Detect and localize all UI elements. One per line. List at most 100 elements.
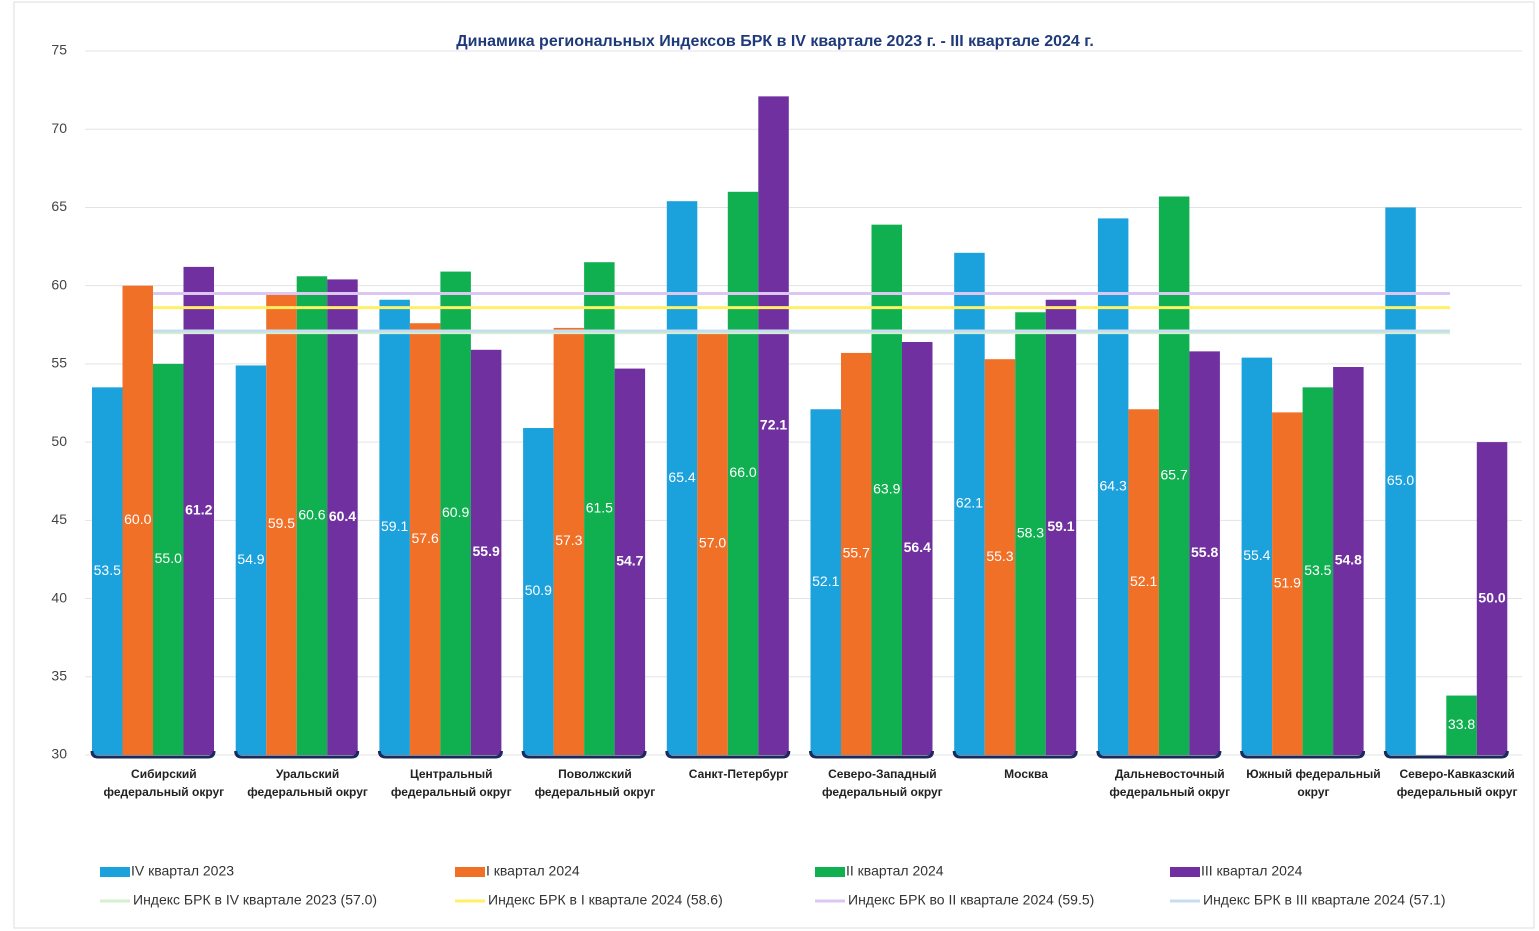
bar: [841, 352, 872, 755]
bar: [871, 224, 902, 756]
y-tick-label: 55: [51, 355, 67, 371]
legend-swatch: [1170, 867, 1200, 877]
legend-swatch: [815, 867, 845, 877]
data-label: 53.5: [94, 562, 121, 578]
bar: [758, 96, 789, 755]
bar: [1302, 387, 1334, 755]
data-label: 55.8: [1191, 544, 1218, 560]
x-tick-label: Сибирский федеральный округ: [103, 767, 225, 799]
data-label: 50.0: [1478, 589, 1505, 605]
bar: [1128, 409, 1159, 755]
legend-swatch: [100, 867, 130, 877]
bar: [235, 365, 267, 755]
group-bracket: [1240, 750, 1366, 759]
data-label: 64.3: [1100, 477, 1127, 493]
data-label: 60.9: [442, 504, 469, 520]
data-label: 60.6: [298, 506, 325, 522]
data-label: 53.5: [1304, 562, 1331, 578]
bar: [1385, 207, 1416, 755]
data-label: 33.8: [1448, 716, 1475, 732]
x-tick-label: Северо-Западный федеральный округ: [821, 767, 943, 799]
bar: [1446, 695, 1477, 755]
data-label: 65.7: [1161, 466, 1188, 482]
bar: [902, 341, 933, 755]
group-bracket: [1096, 750, 1222, 759]
legend-label: IV квартал 2023: [131, 863, 234, 879]
bar: [266, 293, 297, 755]
data-label: 61.5: [586, 499, 613, 515]
data-label: 59.5: [268, 515, 295, 531]
bar: [1476, 442, 1508, 755]
legend-label: I квартал 2024: [486, 863, 580, 879]
legend-label: III квартал 2024: [1201, 863, 1303, 879]
group-bracket: [234, 750, 360, 759]
x-tick-label: Дальневосточный федеральный округ: [1109, 767, 1231, 799]
y-tick-label: 30: [51, 746, 67, 762]
data-label: 59.1: [1047, 518, 1074, 534]
bar: [984, 359, 1016, 755]
x-tick-label: Санкт-Петербург: [688, 767, 789, 781]
data-label: 65.4: [668, 469, 695, 485]
chart-title: Динамика региональных Индексов БРК в IV …: [456, 33, 1094, 50]
data-label: 57.3: [555, 532, 582, 548]
data-label: 58.3: [1017, 524, 1044, 540]
y-tick-label: 75: [51, 42, 67, 58]
x-tick-label: Южный федеральный округ: [1246, 767, 1381, 799]
data-label: 50.9: [525, 582, 552, 598]
data-label: 57.6: [412, 530, 439, 546]
y-tick-label: 45: [51, 511, 67, 527]
bar: [727, 191, 759, 756]
bar: [697, 332, 728, 755]
data-label: 57.0: [699, 535, 726, 551]
bar: [1272, 412, 1303, 755]
data-label: 52.1: [1130, 573, 1157, 589]
x-tick-label: Северо-Кавказский федеральный округ: [1396, 767, 1518, 799]
legend-label: Индекс БРК в IV квартале 2023 (57.0): [133, 892, 377, 908]
x-tick-label: Центральный федеральный округ: [390, 767, 512, 799]
data-label: 51.9: [1274, 574, 1301, 590]
data-label: 65.0: [1387, 472, 1414, 488]
group-bracket: [952, 750, 1078, 759]
bar: [1189, 351, 1220, 755]
x-tick-label: Поволжский федеральный округ: [534, 767, 656, 799]
y-tick-label: 65: [51, 198, 67, 214]
y-tick-label: 50: [51, 433, 67, 449]
data-label: 52.1: [812, 573, 839, 589]
bar: [1333, 367, 1364, 755]
bar: [327, 279, 358, 755]
data-label: 59.1: [381, 518, 408, 534]
y-tick-label: 70: [51, 120, 67, 136]
data-label: 60.4: [329, 508, 356, 524]
data-label: 72.1: [760, 416, 787, 432]
data-label: 54.7: [616, 552, 643, 568]
bar: [296, 276, 328, 755]
group-bracket: [90, 750, 216, 759]
data-label: 61.2: [185, 502, 212, 518]
bar: [810, 409, 841, 755]
data-label: 60.0: [124, 511, 151, 527]
y-tick-label: 40: [51, 589, 67, 605]
data-label: 66.0: [729, 464, 756, 480]
data-label: 55.9: [473, 543, 500, 559]
group-bracket: [665, 750, 791, 759]
data-label: 54.8: [1335, 552, 1362, 568]
data-label: 62.1: [956, 495, 983, 511]
legend-label: II квартал 2024: [846, 863, 944, 879]
data-label: 55.7: [843, 545, 870, 561]
data-label: 55.3: [986, 548, 1013, 564]
x-tick-label: Москва: [1004, 767, 1048, 781]
bar: [153, 363, 184, 755]
bar: [1015, 312, 1046, 755]
bar: [183, 266, 214, 755]
group-bracket: [521, 750, 647, 759]
bar: [92, 387, 123, 755]
bar: [1158, 196, 1190, 755]
bar: [584, 262, 615, 755]
bar: [470, 349, 502, 755]
bar: [1045, 299, 1077, 755]
legend-label: Индекс БРК в I квартале 2024 (58.6): [488, 892, 723, 908]
bar: [954, 252, 985, 755]
bar: [409, 323, 441, 755]
